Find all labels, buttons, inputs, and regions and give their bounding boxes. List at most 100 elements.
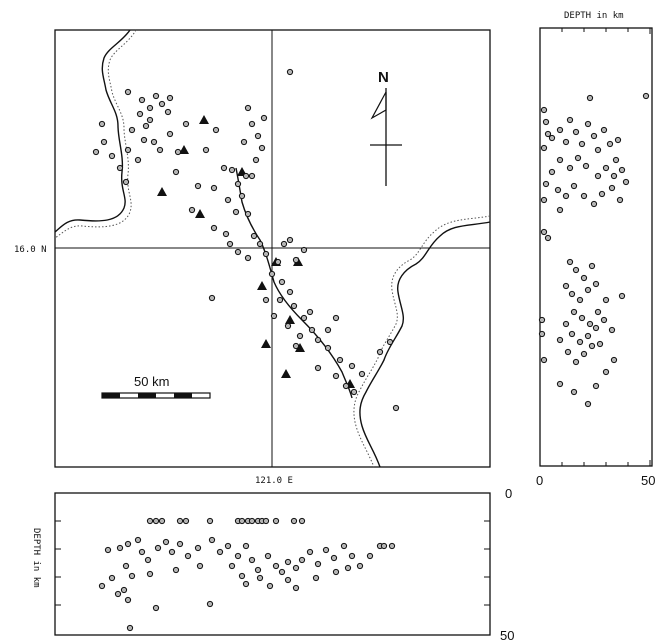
circle-marker-icon	[592, 382, 600, 390]
right-panel-event-markers	[538, 92, 650, 408]
circle-marker-icon	[348, 552, 356, 560]
circle-marker-icon	[570, 308, 578, 316]
circle-marker-icon	[138, 548, 146, 556]
circle-marker-icon	[248, 172, 256, 180]
circle-marker-icon	[254, 132, 262, 140]
circle-marker-icon	[134, 536, 142, 544]
circle-marker-icon	[298, 517, 306, 525]
circle-marker-icon	[188, 206, 196, 214]
circle-marker-icon	[324, 344, 332, 352]
circle-marker-icon	[292, 584, 300, 592]
circle-marker-icon	[594, 146, 602, 154]
circle-marker-icon	[600, 126, 608, 134]
bottom-tick-0: 0	[505, 486, 512, 501]
circle-marker-icon	[124, 596, 132, 604]
bottom-panel-frame	[54, 492, 491, 636]
circle-marker-icon	[248, 556, 256, 564]
circle-marker-icon	[540, 144, 548, 152]
circle-marker-icon	[284, 558, 292, 566]
triangle-marker-icon	[261, 339, 271, 348]
circle-marker-icon	[158, 517, 166, 525]
circle-marker-icon	[228, 166, 236, 174]
circle-marker-icon	[392, 404, 400, 412]
circle-marker-icon	[244, 210, 252, 218]
circle-marker-icon	[618, 292, 626, 300]
circle-marker-icon	[156, 146, 164, 154]
circle-marker-icon	[116, 164, 124, 172]
circle-marker-icon	[540, 228, 548, 236]
circle-marker-icon	[98, 582, 106, 590]
circle-marker-icon	[610, 172, 618, 180]
bottom-panel-event-markers	[98, 517, 396, 632]
depth-panel-right: DEPTH in km 0 50	[536, 11, 655, 488]
circle-marker-icon	[570, 388, 578, 396]
latitude-label: 16.0 N	[14, 245, 47, 255]
circle-marker-icon	[568, 330, 576, 338]
circle-marker-icon	[162, 538, 170, 546]
circle-marker-icon	[276, 296, 284, 304]
circle-marker-icon	[578, 140, 586, 148]
circle-marker-icon	[300, 246, 308, 254]
circle-marker-icon	[540, 106, 548, 114]
circle-marker-icon	[146, 104, 154, 112]
circle-marker-icon	[556, 336, 564, 344]
circle-marker-icon	[580, 274, 588, 282]
circle-marker-icon	[234, 552, 242, 560]
circle-marker-icon	[114, 590, 122, 598]
circle-marker-icon	[594, 172, 602, 180]
right-tick-0: 0	[536, 473, 543, 488]
coastline-east	[359, 221, 491, 468]
circle-marker-icon	[292, 342, 300, 350]
circle-marker-icon	[292, 564, 300, 572]
circle-marker-icon	[284, 322, 292, 330]
circle-marker-icon	[544, 130, 552, 138]
circle-marker-icon	[350, 388, 358, 396]
circle-marker-icon	[562, 192, 570, 200]
circle-marker-icon	[614, 136, 622, 144]
circle-marker-icon	[556, 206, 564, 214]
circle-marker-icon	[312, 574, 320, 582]
circle-marker-icon	[166, 130, 174, 138]
circle-marker-icon	[554, 186, 562, 194]
scale-bar	[101, 392, 211, 399]
circle-marker-icon	[202, 146, 210, 154]
circle-marker-icon	[592, 324, 600, 332]
circle-marker-icon	[292, 256, 300, 264]
north-arrow-icon	[370, 88, 402, 186]
circle-marker-icon	[568, 290, 576, 298]
circle-marker-icon	[306, 548, 314, 556]
circle-marker-icon	[566, 116, 574, 124]
circle-marker-icon	[206, 517, 214, 525]
circle-marker-icon	[128, 126, 136, 134]
circle-marker-icon	[248, 517, 256, 525]
circle-marker-icon	[240, 138, 248, 146]
circle-marker-icon	[588, 262, 596, 270]
circle-marker-icon	[124, 146, 132, 154]
circle-marker-icon	[308, 326, 316, 334]
circle-marker-icon	[286, 288, 294, 296]
circle-marker-icon	[332, 568, 340, 576]
circle-marker-icon	[172, 168, 180, 176]
circle-marker-icon	[564, 348, 572, 356]
circle-marker-icon	[126, 624, 134, 632]
circle-marker-icon	[238, 192, 246, 200]
map-event-markers	[92, 68, 400, 412]
bottom-panel-ylabel: DEPTH in km	[31, 528, 41, 588]
circle-marker-icon	[592, 280, 600, 288]
circle-marker-icon	[262, 517, 270, 525]
circle-marker-icon	[168, 548, 176, 556]
circle-marker-icon	[544, 234, 552, 242]
right-panel-frame	[539, 27, 653, 467]
circle-marker-icon	[540, 356, 548, 364]
circle-marker-icon	[590, 132, 598, 140]
circle-marker-icon	[336, 356, 344, 364]
circle-marker-icon	[108, 574, 116, 582]
circle-marker-icon	[566, 258, 574, 266]
longitude-label: 121.0 E	[255, 476, 293, 486]
circle-marker-icon	[116, 544, 124, 552]
circle-marker-icon	[194, 544, 202, 552]
circle-marker-icon	[348, 362, 356, 370]
circle-marker-icon	[208, 294, 216, 302]
circle-marker-icon	[142, 122, 150, 130]
